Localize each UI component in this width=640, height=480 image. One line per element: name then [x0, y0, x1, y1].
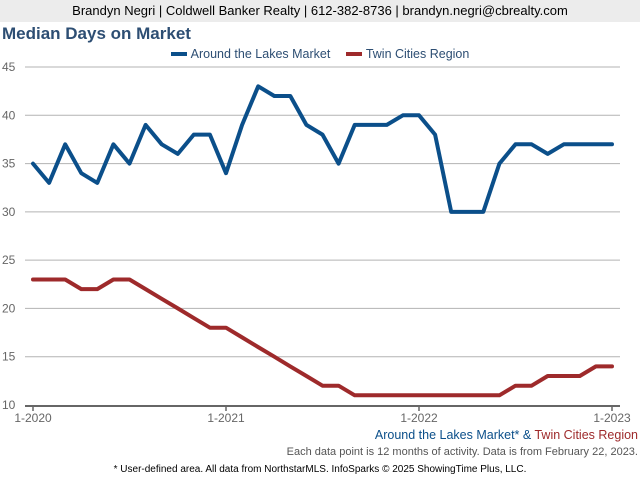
disclaimer: * User-defined area. All data from North… [113, 464, 527, 475]
legend-label-series2: Twin Cities Region [365, 47, 470, 61]
series-footer-legend: Around the Lakes Market* & Twin Cities R… [375, 428, 638, 442]
series-line-2 [31, 277, 614, 398]
x-tick-label: 1-2021 [207, 411, 245, 425]
x-tick-label: 1-2020 [14, 411, 52, 425]
y-tick-label: 30 [2, 205, 16, 219]
y-tick-label: 20 [2, 301, 16, 315]
footer-series1-label: Around the Lakes Market* [374, 428, 520, 442]
x-axis: 1-2020 1-2021 1-2022 1-2023 [14, 405, 631, 425]
footer-series2-label: Twin Cities Region [534, 428, 638, 442]
y-tick-label: 40 [2, 108, 16, 122]
data-note: Each data point is 12 months of activity… [286, 446, 638, 458]
y-tick-label: 35 [2, 157, 16, 171]
legend-swatch-series1 [170, 52, 187, 56]
x-tick-label: 1-2023 [593, 411, 631, 425]
y-tick-label: 10 [2, 398, 16, 412]
y-tick-label: 15 [2, 350, 16, 364]
x-tick-label: 1-2022 [400, 411, 438, 425]
chart-title: Median Days on Market [2, 24, 191, 43]
legend-label-series1: Around the Lakes Market [190, 47, 331, 61]
y-tick-label: 45 [2, 60, 16, 74]
legend-item-series2: Twin Cities Region [345, 47, 470, 61]
series-line-1 [31, 84, 614, 214]
series-lines [31, 84, 614, 398]
chart-legend: Around the Lakes Market Twin Cities Regi… [0, 45, 640, 61]
y-tick-label: 25 [2, 253, 16, 267]
gridlines [25, 66, 620, 358]
legend-swatch-series2 [345, 52, 362, 56]
agent-contact-header: Brandyn Negri | Coldwell Banker Realty |… [0, 0, 640, 22]
y-axis-ticks: 10 15 20 25 30 35 40 45 [2, 60, 16, 412]
footer-connector: & [519, 428, 535, 442]
legend-item-series1: Around the Lakes Market [170, 47, 331, 61]
